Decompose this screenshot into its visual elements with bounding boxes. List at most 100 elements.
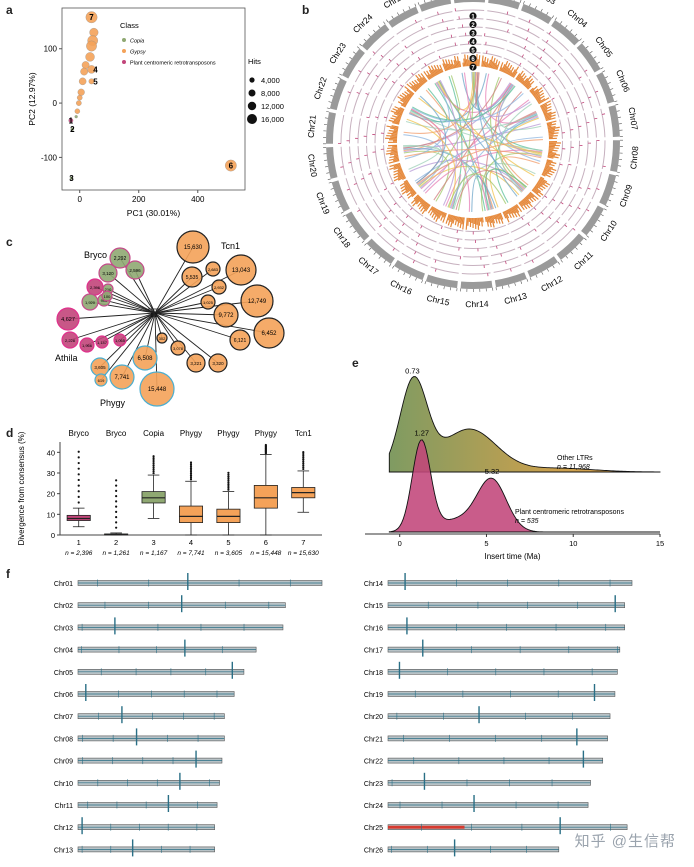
histogram-bar [402, 177, 407, 181]
ideogram-tick [514, 282, 516, 286]
chromosome-label: Chr05 [54, 670, 73, 677]
ideogram-tick [349, 225, 353, 228]
pca-point [87, 65, 96, 74]
histogram-bar [523, 197, 533, 208]
histogram-bar [527, 194, 532, 199]
outlier-point [152, 455, 155, 458]
histogram-bar [428, 69, 435, 78]
track-spike [596, 188, 600, 190]
circos-track [581, 83, 593, 109]
tree-node-label: 6,508 [137, 356, 153, 362]
histogram-bar [397, 169, 403, 173]
histogram-bar [442, 63, 447, 72]
chromosome-label: Chr17 [364, 648, 383, 655]
circos-track [488, 232, 510, 240]
chromosome-label: Chr26 [364, 847, 383, 854]
legend-marker [122, 49, 126, 53]
chromosome-label: Chr11 [54, 803, 73, 810]
histogram-bar [423, 71, 431, 80]
histogram-bar [500, 67, 503, 72]
histogram-bar [388, 159, 400, 164]
histogram-bar [413, 84, 419, 90]
track-spike [595, 90, 599, 93]
histogram-bar [405, 187, 413, 194]
circos-track [459, 43, 482, 46]
ideogram-tick [557, 261, 560, 265]
histogram-bar [397, 167, 402, 170]
histogram-bar [535, 96, 541, 101]
ideogram-tick [546, 12, 549, 15]
synteny-link [463, 72, 489, 211]
track-spike [492, 237, 494, 242]
chromosome-ideogram [494, 272, 527, 288]
track-spike [586, 209, 590, 212]
tree-node-label: 1,920 [85, 300, 96, 305]
series-n-label: n = 535 [515, 518, 539, 525]
ideogram-tick [326, 107, 330, 109]
chromosome-label: Chr22 [364, 759, 383, 766]
pca-point [76, 94, 83, 101]
circos-track [461, 52, 481, 54]
histogram-bar [535, 183, 541, 188]
histogram-bar [548, 152, 561, 156]
track-spike [375, 74, 379, 78]
tree-node-label: 15,630 [184, 245, 203, 251]
track-spike [399, 195, 402, 199]
synteny-link [408, 73, 487, 123]
histogram-bar [445, 59, 450, 71]
track-number-marker [469, 63, 477, 71]
peak-label: 5.32 [485, 467, 500, 476]
histogram-bar [465, 217, 468, 230]
track-number: 7 [471, 65, 475, 71]
track-spike [551, 97, 555, 100]
track-spike [521, 54, 524, 58]
circos-track [503, 57, 522, 67]
tree-node [181, 266, 203, 288]
histogram-bar [541, 173, 546, 177]
tree-node-label: 2,932 [214, 285, 225, 290]
synteny-link [499, 103, 533, 193]
pca-point [78, 77, 87, 86]
circos-track [489, 240, 513, 248]
circos-track [567, 197, 584, 221]
histogram-bar [517, 75, 522, 81]
chromosome-ideogram [425, 274, 458, 289]
track-spike [488, 230, 490, 234]
histogram-bar [512, 71, 518, 78]
track-spike [438, 55, 441, 59]
ideogram-tick [378, 25, 381, 29]
histogram-bar [496, 213, 501, 224]
chromosome-label: Chr13 [503, 290, 528, 306]
tree-node-label: 3,221 [190, 361, 202, 366]
outlier-point [227, 482, 230, 486]
n-label: n = 1,167 [140, 550, 168, 557]
histogram-bar [450, 63, 454, 69]
ideogram-tick [597, 219, 601, 222]
histogram-bar [543, 168, 555, 174]
histogram-bar [385, 151, 398, 155]
histogram-bar [423, 203, 429, 210]
ideogram-tick [363, 38, 367, 42]
chromosome-ideogram [527, 256, 558, 278]
histogram-bar [415, 74, 424, 85]
circos-track [583, 112, 589, 138]
panel-d-letter: d [6, 426, 14, 440]
circos-track [440, 53, 460, 60]
tree-node-label: 2,596 [129, 268, 141, 273]
ideogram-tick [560, 21, 563, 24]
synteny-link [439, 79, 458, 206]
ideogram-tick [386, 19, 389, 23]
histogram-bar [518, 72, 526, 82]
track-spike [572, 228, 576, 231]
outlier-point [77, 473, 80, 476]
panel-a-pca-scatter: 0 200 400 100 0 -100 PC1 (30.01%) PC2 (12.97%) 7… [27, 7, 284, 218]
histogram-bar [425, 204, 431, 212]
histogram-bar [393, 170, 404, 176]
track-spike [548, 216, 552, 220]
histogram-bar [388, 119, 400, 124]
histogram-bar [422, 77, 427, 83]
histogram-bar [529, 87, 534, 92]
histogram-bar [511, 66, 520, 78]
ideogram-tick [605, 76, 609, 79]
pca-point [85, 52, 95, 62]
